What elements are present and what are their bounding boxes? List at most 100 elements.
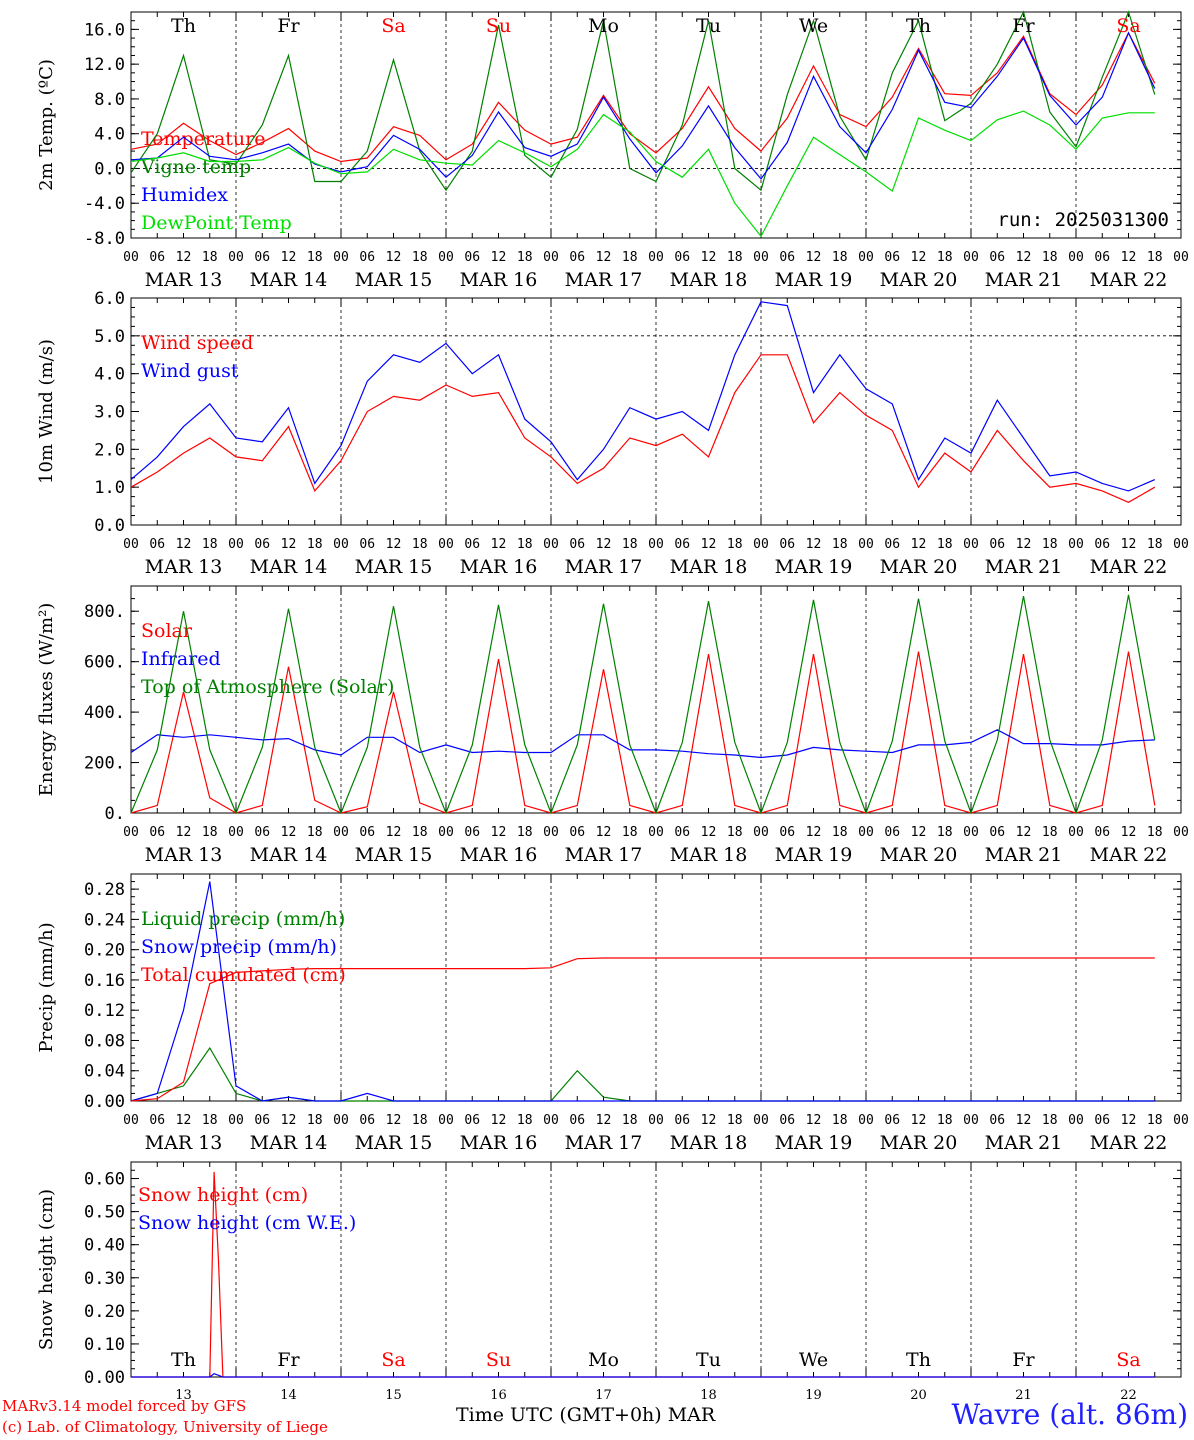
x-hour-label: 12	[806, 1113, 822, 1128]
series-line-2	[131, 1373, 1155, 1378]
y-tick-label: 0.20	[84, 1302, 125, 1322]
y-tick-label: 0.08	[84, 1031, 125, 1051]
y-tick-label: 600.	[84, 653, 125, 673]
x-hour-label: 00	[1173, 1113, 1189, 1128]
y-axis-title: Energy fluxes (W/m²)	[36, 603, 57, 797]
y-tick-label: 0.16	[84, 971, 125, 991]
x-date-label: MAR 20	[880, 556, 958, 578]
x-date-label: MAR 22	[1090, 844, 1168, 866]
x-hour-label: 12	[281, 537, 297, 552]
x-hour-label: 06	[674, 1113, 690, 1128]
x-hour-label: 12	[911, 250, 927, 265]
x-hour-label: 12	[491, 1113, 507, 1128]
x-hour-label: 00	[228, 537, 244, 552]
x-date-label: MAR 15	[355, 269, 433, 291]
x-date-label: MAR 20	[880, 1132, 958, 1154]
x-hour-label: 12	[596, 1113, 612, 1128]
y-tick-label: -8.0	[84, 229, 125, 249]
x-hour-label: 12	[176, 537, 192, 552]
y-tick-label: 400.	[84, 703, 125, 723]
x-hour-label: 18	[727, 250, 743, 265]
day-number-label: 19	[805, 1388, 822, 1403]
y-tick-label: 8.0	[94, 90, 125, 110]
x-date-label: MAR 21	[985, 556, 1063, 578]
x-hour-label: 18	[517, 250, 533, 265]
x-hour-label: 06	[989, 250, 1005, 265]
run-label: run: 2025031300	[997, 209, 1169, 231]
x-date-label: MAR 19	[775, 1132, 853, 1154]
x-hour-label: 12	[386, 1113, 402, 1128]
x-hour-label: 18	[727, 1113, 743, 1128]
legend-entry: Humidex	[141, 184, 228, 206]
x-date-label: MAR 21	[985, 844, 1063, 866]
x-hour-label: 00	[1068, 537, 1084, 552]
x-hour-label: 12	[596, 250, 612, 265]
x-hour-label: 12	[386, 825, 402, 840]
x-hour-label: 18	[1042, 250, 1058, 265]
x-hour-label: 00	[228, 825, 244, 840]
day-name-label: Tu	[696, 1349, 721, 1371]
x-hour-label: 12	[386, 537, 402, 552]
x-hour-label: 06	[884, 1113, 900, 1128]
day-number-label: 14	[280, 1388, 297, 1403]
x-date-label: MAR 17	[565, 269, 643, 291]
x-hour-label: 18	[1042, 1113, 1058, 1128]
x-date-label: MAR 18	[670, 1132, 748, 1154]
x-date-label: MAR 15	[355, 556, 433, 578]
x-hour-label: 06	[674, 250, 690, 265]
x-hour-label: 00	[123, 537, 139, 552]
x-hour-label: 00	[123, 825, 139, 840]
series-line-1	[130, 651, 1156, 814]
model-credit: MARv3.14 model forced by GFS	[2, 1397, 247, 1415]
x-hour-label: 12	[911, 537, 927, 552]
x-hour-label: 06	[884, 250, 900, 265]
x-hour-label: 00	[438, 1113, 454, 1128]
day-name-label: Mo	[588, 1349, 619, 1371]
day-name-label: Tu	[696, 15, 721, 37]
x-hour-label: 12	[1016, 1113, 1032, 1128]
panel-5: 0.00 0.10 0.20 0.30 0.40 0.50 0.60 Snow height …	[36, 1161, 1182, 1403]
x-date-label: MAR 18	[670, 556, 748, 578]
x-hour-label: 18	[1147, 537, 1163, 552]
x-hour-label: 18	[307, 537, 323, 552]
x-hour-label: 06	[359, 250, 375, 265]
y-tick-label: 0.00	[84, 1092, 125, 1112]
x-hour-label: 00	[858, 537, 874, 552]
x-hour-label: 12	[176, 825, 192, 840]
x-date-label: MAR 16	[460, 844, 538, 866]
x-hour-label: 06	[569, 250, 585, 265]
x-hour-label: 00	[858, 825, 874, 840]
x-hour-label: 00	[1173, 250, 1189, 265]
day-name-label: Th	[906, 15, 931, 37]
x-date-label: MAR 17	[565, 844, 643, 866]
x-hour-label: 06	[1094, 537, 1110, 552]
x-hour-label: 00	[1173, 537, 1189, 552]
x-hour-label: 00	[1173, 825, 1189, 840]
y-tick-label: 0.30	[84, 1269, 125, 1289]
x-hour-label: 18	[202, 825, 218, 840]
x-date-label: MAR 14	[250, 1132, 328, 1154]
x-hour-label: 18	[307, 250, 323, 265]
x-hour-label: 00	[543, 250, 559, 265]
x-hour-label: 12	[1016, 537, 1032, 552]
lab-credit: (c) Lab. of Climatology, University of L…	[2, 1418, 328, 1436]
series-line-2	[130, 301, 1156, 492]
x-hour-label: 00	[858, 1113, 874, 1128]
y-tick-label: 0.00	[84, 1368, 125, 1388]
x-hour-label: 00	[333, 250, 349, 265]
x-date-label: MAR 15	[355, 1132, 433, 1154]
series-line-1	[130, 31, 1156, 163]
series-line-2	[130, 729, 1155, 759]
x-date-label: MAR 17	[565, 556, 643, 578]
time-axis-title: Time UTC (GMT+0h) MAR	[456, 1404, 716, 1426]
x-hour-label: 00	[963, 1113, 979, 1128]
y-tick-label: 0.60	[84, 1170, 125, 1190]
y-tick-label: 4.0	[94, 125, 125, 145]
x-hour-label: 06	[674, 537, 690, 552]
x-hour-label: 00	[1068, 825, 1084, 840]
x-hour-label: 18	[937, 1113, 953, 1128]
x-hour-label: 12	[701, 825, 717, 840]
x-hour-label: 06	[149, 825, 165, 840]
day-number-label: 18	[700, 1388, 717, 1403]
station-name: Wavre (alt. 86m)	[951, 1398, 1188, 1431]
